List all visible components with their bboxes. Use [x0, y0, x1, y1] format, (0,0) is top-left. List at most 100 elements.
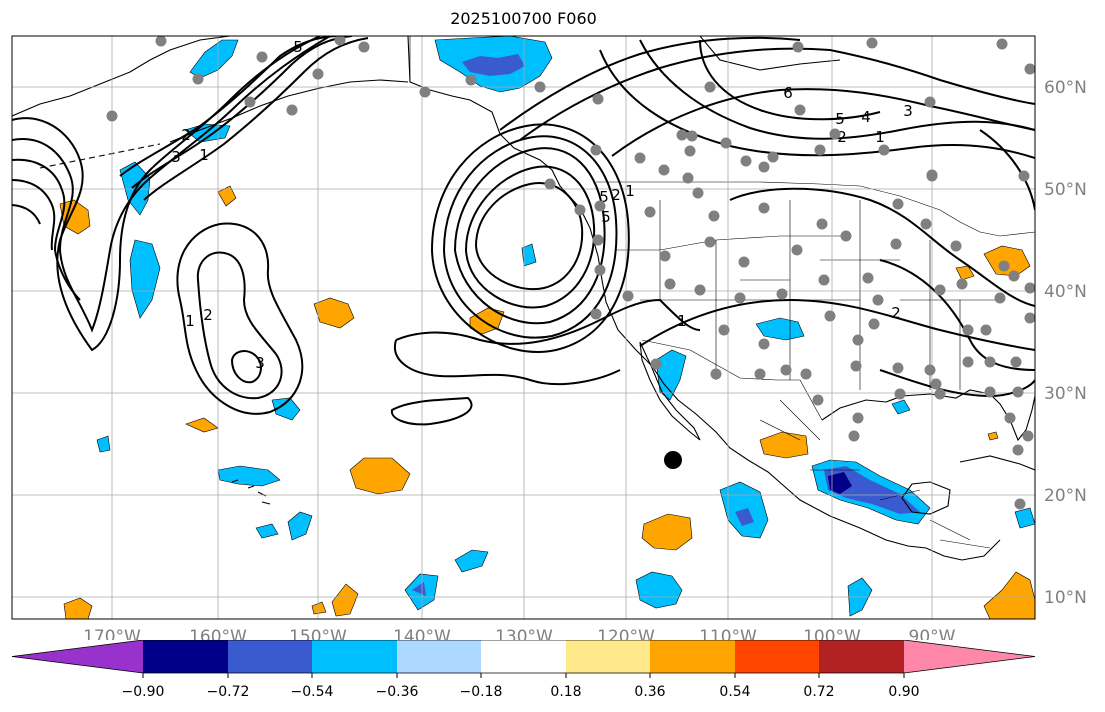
- station-dot: [1012, 386, 1024, 398]
- station-dot: [984, 386, 996, 398]
- neg-anomaly-texas: [891, 399, 911, 415]
- colorbar-tick-label: 0.54: [719, 684, 750, 700]
- contour-west-4: [12, 179, 56, 251]
- station-dot: [862, 272, 874, 284]
- station-dot: [534, 81, 546, 93]
- station-dot: [934, 284, 946, 296]
- neg-anomaly-gulf-alaska-core: [462, 54, 525, 76]
- lat-tick-labels: 60°N 50°N 40°N 30°N 20°N 10°N: [1044, 78, 1087, 608]
- colorbar-bin: [481, 640, 566, 673]
- colorbar-segments: [11, 640, 1036, 678]
- contour-north-6: [699, 39, 881, 121]
- contour-label: 3: [171, 148, 181, 166]
- colorbar-tick-label: 0.18: [550, 684, 581, 700]
- pos-anomaly-caribbean: [983, 571, 1035, 619]
- station-dot: [634, 152, 646, 164]
- map-frame: [11, 35, 1036, 620]
- contour-ridge-4: [464, 165, 596, 309]
- station-dot: [934, 388, 946, 400]
- alaska-peninsula: [169, 79, 409, 143]
- contour-label: 2: [181, 126, 191, 144]
- station-dot: [754, 368, 766, 380]
- station-dot: [334, 36, 346, 46]
- station-dot: [590, 308, 602, 320]
- station-dot: [1024, 63, 1035, 75]
- station-dot: [996, 38, 1008, 50]
- colorbar-bin: [312, 640, 397, 673]
- station-dot: [592, 93, 604, 105]
- station-dot: [676, 129, 688, 141]
- contour-north-5: [639, 39, 1035, 140]
- contour-label: 2: [203, 306, 213, 324]
- station-dot: [419, 86, 431, 98]
- pos-anomaly-s-tropics: [63, 597, 93, 619]
- station-dot: [704, 236, 716, 248]
- station-dot: [767, 151, 779, 163]
- colorbar-bin: [819, 640, 904, 673]
- neg-anomaly-hawaii-s2: [287, 511, 313, 541]
- station-dot: [544, 178, 556, 190]
- station-dot: [574, 204, 586, 216]
- station-dot: [892, 362, 904, 374]
- contour-label: 1: [625, 182, 635, 200]
- station-dot: [1014, 498, 1026, 510]
- contour-label: 5: [599, 188, 609, 206]
- contour-ridge-5: [474, 182, 584, 291]
- station-dot: [829, 128, 841, 140]
- colorbar-bin: [735, 640, 819, 673]
- station-dot: [1012, 444, 1024, 456]
- station-dot: [1022, 430, 1034, 442]
- station-dot: [878, 144, 890, 156]
- contour-conus-2: [729, 187, 1035, 307]
- contour-midpac-inner: [196, 251, 283, 400]
- colorbar-ticks: −0.90 −0.72 −0.54 −0.36 −0.18 0.18 0.36 …: [122, 684, 920, 700]
- contour-west-5: [12, 204, 41, 225]
- station-dot: [622, 290, 634, 302]
- lat-label: 60°N: [1044, 78, 1087, 98]
- station-dot: [244, 96, 256, 108]
- colorbar-extend-min: [12, 640, 143, 673]
- lon-label: 140°W: [393, 627, 451, 640]
- station-dot: [926, 170, 938, 182]
- station-dot: [950, 240, 962, 252]
- colorbar-tick-label: 0.90: [888, 684, 919, 700]
- station-dot: [852, 412, 864, 424]
- station-dot: [644, 206, 656, 218]
- station-dot: [684, 145, 696, 157]
- station-dot: [704, 81, 716, 93]
- contour-label: 6: [783, 84, 793, 102]
- station-dot: [791, 244, 803, 256]
- contours: [12, 36, 1035, 426]
- station-dot: [924, 364, 936, 376]
- station-dot: [686, 130, 698, 142]
- station-dot: [824, 310, 836, 322]
- hudson-bay: [699, 36, 841, 71]
- station-dot: [892, 198, 904, 210]
- station-dot: [590, 144, 602, 156]
- pos-anomaly-aleut: [217, 185, 237, 207]
- neg-anomaly-offshore: [521, 243, 537, 267]
- station-dot: [818, 274, 830, 286]
- station-dot: [465, 74, 477, 86]
- lon-label: 110°W: [699, 627, 757, 640]
- station-dot: [890, 238, 902, 250]
- contour-label: 1: [199, 146, 209, 164]
- lon-label: 150°W: [289, 627, 347, 640]
- neg-anomaly-w-mexico-core: [735, 508, 754, 526]
- lon-label: 90°W: [909, 627, 956, 640]
- baja-california: [639, 341, 701, 441]
- contour-label: 5: [835, 110, 845, 128]
- station-dot: [812, 394, 824, 406]
- station-dot: [1024, 312, 1035, 324]
- contour-aleut-band-3: [143, 37, 369, 201]
- station-dot: [962, 356, 974, 368]
- cuba: [959, 455, 1035, 471]
- colorbar-tick-label: −0.54: [291, 684, 334, 700]
- graticule: [12, 36, 1035, 619]
- contour-canada-loop: [979, 129, 1035, 211]
- contour-ridge-1: [453, 147, 606, 325]
- station-dot: [792, 41, 804, 53]
- station-dot: [868, 318, 880, 330]
- colorbar-bin: [143, 640, 228, 673]
- station-dot: [594, 200, 606, 212]
